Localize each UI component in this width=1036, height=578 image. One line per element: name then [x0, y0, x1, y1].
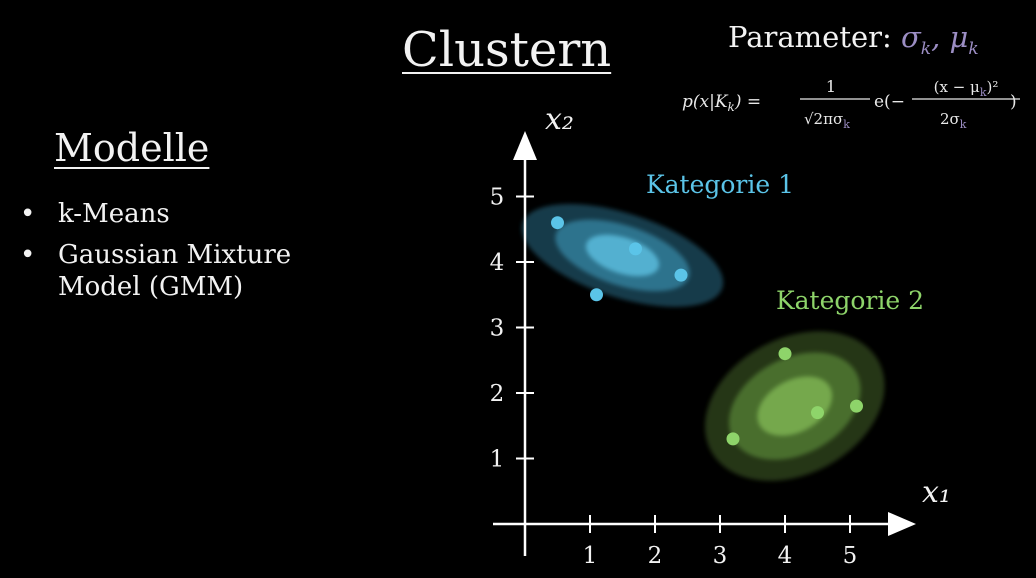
series-2-point-4 — [726, 432, 740, 446]
parameter-line: Parameter: σk, μk — [728, 20, 979, 59]
series-1-point-2 — [629, 242, 642, 256]
series-2-point-2 — [811, 406, 824, 420]
series-1-point-4 — [590, 288, 603, 302]
x-tick-label-5: 5 — [843, 543, 858, 569]
gaussian-contour-1-3 — [585, 234, 660, 277]
formula-lhs: p(x|Kk) = — [682, 92, 761, 114]
y-tick-label-1: 1 — [490, 447, 505, 473]
series-1-point-3 — [674, 268, 688, 282]
x-tick-label-4: 4 — [778, 543, 793, 569]
y-tick-label-4: 4 — [490, 250, 505, 276]
series-label-1: Kategorie 1 — [646, 170, 794, 199]
series-2-point-1 — [778, 347, 792, 361]
models-heading: Modelle — [54, 126, 210, 170]
x-axis-label: x₁ — [922, 475, 951, 510]
parameter-label: Parameter: — [728, 20, 892, 54]
model-item-gmm: Gaussian Mixture Model (GMM) — [18, 239, 338, 303]
gaussian-contour-2-3 — [757, 376, 833, 436]
formula-frac1-den: √2πσk — [804, 110, 850, 131]
formula-exp: e(− — [874, 92, 905, 112]
series-2-point-3 — [850, 399, 863, 413]
x-tick-label-3: 3 — [713, 543, 728, 569]
y-axis-label: x₂ — [545, 102, 574, 137]
x-axis-arrow — [888, 512, 916, 536]
series-label-2: Kategorie 2 — [776, 286, 924, 315]
models-list: k-Means Gaussian Mixture Model (GMM) — [18, 198, 338, 312]
y-tick-label-2: 2 — [490, 381, 505, 407]
formula-close: ) — [1010, 92, 1017, 112]
y-axis-arrow — [513, 131, 537, 160]
x-tick-label-2: 2 — [648, 543, 663, 569]
parameter-symbols: σk, μk — [900, 20, 979, 59]
model-item-kmeans: k-Means — [18, 198, 338, 230]
formula-frac1-num: 1 — [826, 77, 836, 96]
y-tick-label-5: 5 — [490, 185, 505, 211]
y-tick-label-3: 3 — [490, 316, 505, 342]
page-title: Clustern — [402, 22, 612, 78]
x-tick-label-1: 1 — [583, 543, 598, 569]
series-1-point-1 — [551, 216, 564, 230]
